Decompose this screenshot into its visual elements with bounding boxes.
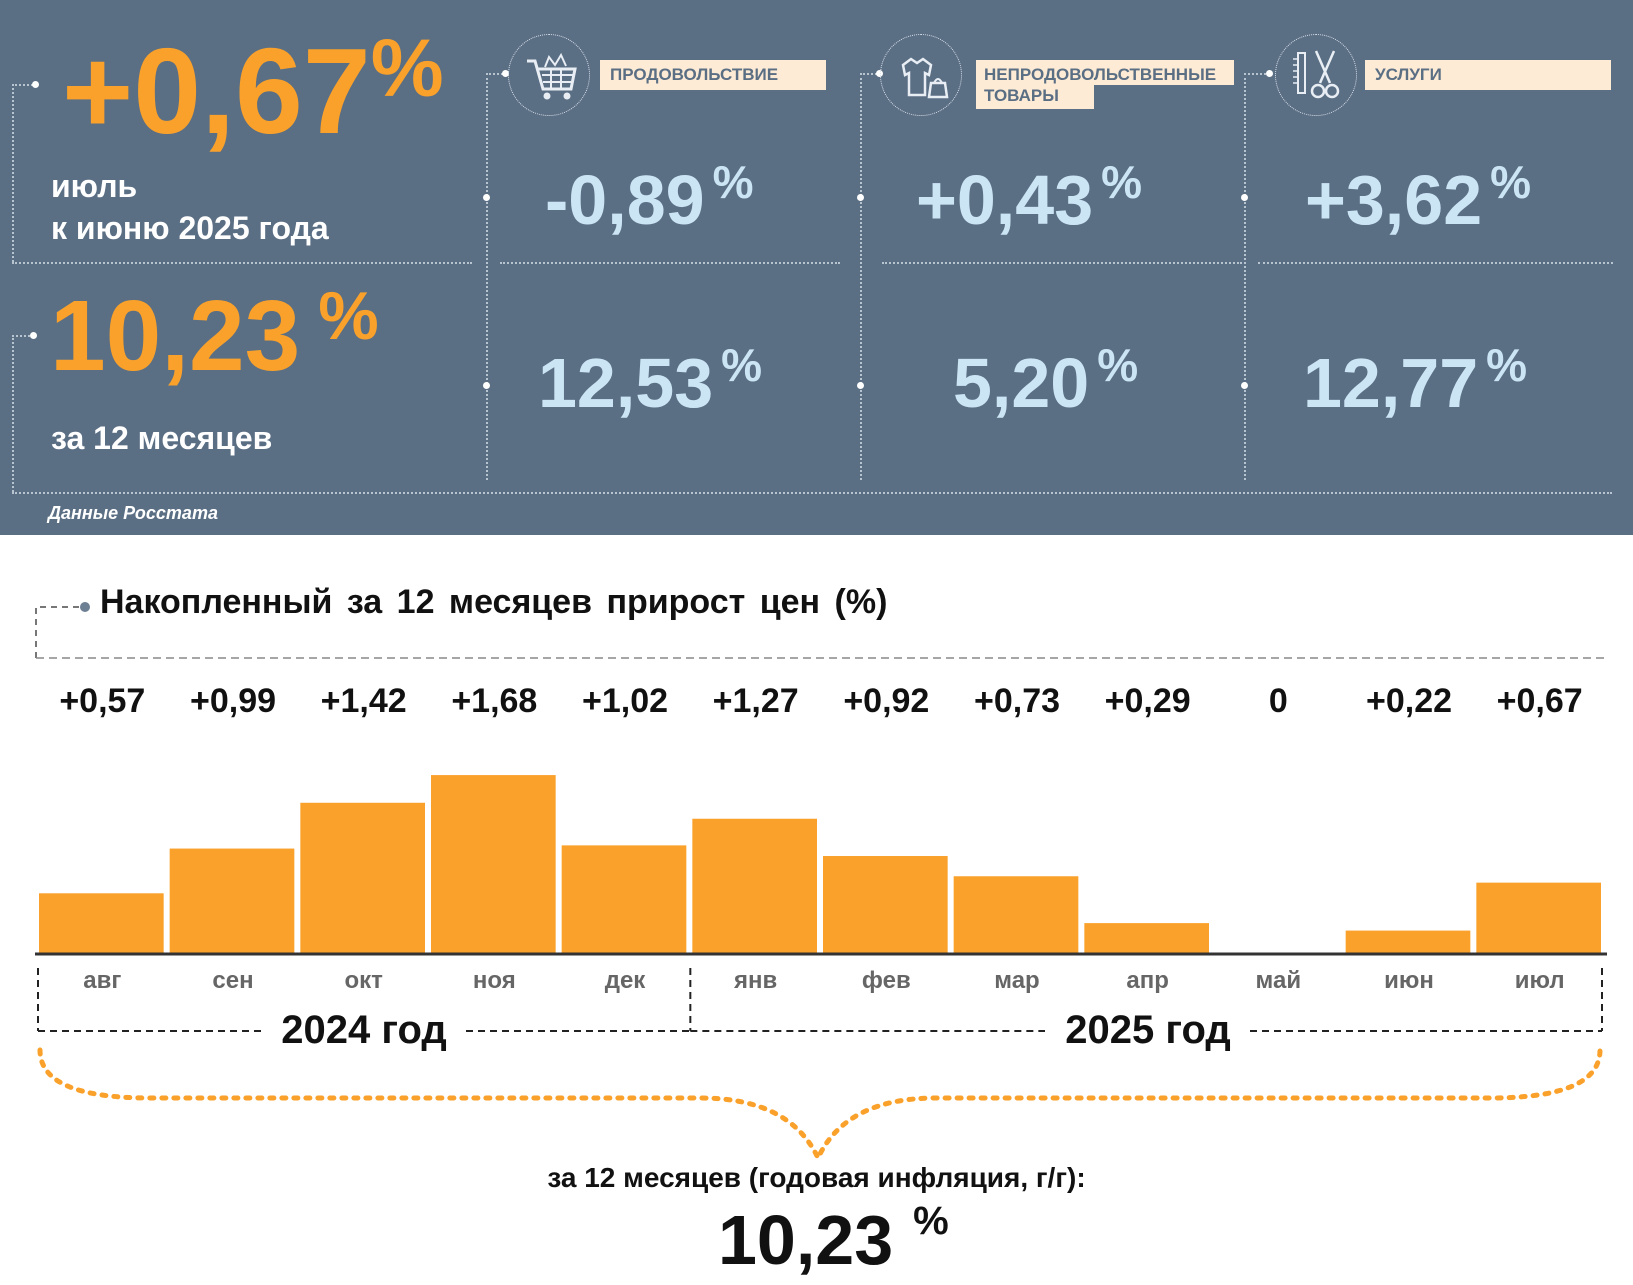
services-annual-value: 12,77% [1303, 339, 1528, 422]
annual-unit: % [318, 278, 379, 354]
data-label: +0,99 [190, 682, 276, 720]
x-tick-label: апр [1126, 967, 1169, 994]
data-label: +1,27 [713, 682, 799, 720]
food-monthly-value: -0,89% [545, 156, 754, 239]
data-label: +0,92 [843, 682, 929, 720]
bullet-dot [1266, 70, 1273, 77]
x-tick-label: ноя [473, 967, 516, 994]
bar-июн [1345, 930, 1471, 954]
divider [1258, 262, 1613, 264]
data-label: +0,73 [974, 682, 1060, 720]
services-monthly-unit: % [1490, 156, 1532, 208]
monthly-label-line2: к июню 2025 года [51, 210, 329, 246]
category-label-services: УСЛУГИ [1365, 60, 1611, 90]
bar-янв [692, 818, 817, 954]
monthly-value: +0,67% [62, 23, 444, 159]
annual-value: 10,23% [50, 278, 379, 392]
data-label: +0,57 [59, 682, 145, 720]
divider [882, 262, 1242, 264]
bar-апр [1084, 923, 1209, 954]
chart-title: Накопленный за 12 месяцев прирост цен (%… [100, 583, 888, 621]
divider [486, 73, 506, 75]
divider [12, 335, 34, 337]
bar-дек [561, 845, 687, 954]
annual-label: за 12 месяцев [51, 420, 273, 456]
annual-note: за 12 месяцев (годовая инфляция, г/г): [547, 1162, 1086, 1193]
category-label-nonfood: НЕПРОДОВОЛЬСТВЕННЫЕ ТОВАРЫ [976, 60, 1234, 112]
bar-ноя [431, 775, 556, 954]
year-label-2024: 2024 год [281, 1008, 447, 1052]
data-label: +0,29 [1105, 682, 1191, 720]
data-label: +1,68 [451, 682, 537, 720]
bar-сен [169, 848, 295, 954]
nonfood-label-line1: НЕПРОДОВОЛЬСТВЕННЫЕ [976, 60, 1234, 85]
source-note: Данные Росстата [48, 503, 218, 523]
x-tick-label: дек [605, 967, 647, 994]
bullet-dot [32, 81, 39, 88]
food-monthly-unit: % [712, 156, 754, 208]
bullet-dot [876, 70, 883, 77]
x-tick-label: авг [83, 967, 121, 994]
bullet-dot [857, 194, 864, 201]
bar-июл [1476, 882, 1601, 954]
bullet-dot [1241, 382, 1248, 389]
bar-окт [300, 802, 425, 954]
x-tick-label: июн [1384, 967, 1434, 994]
divider [12, 262, 472, 264]
bullet-dot [30, 332, 37, 339]
divider [12, 335, 14, 492]
bullet-dot [502, 70, 509, 77]
summary-panel: +0,67% июль к июню 2025 года 10,23% за 1… [0, 0, 1633, 535]
food-annual-value: 12,53% [538, 339, 763, 422]
divider [1244, 73, 1246, 480]
x-tick-label: июл [1515, 967, 1565, 994]
divider [860, 73, 880, 75]
divider [12, 84, 14, 262]
annual-total-unit: % [913, 1199, 949, 1243]
bar-фев [823, 856, 948, 954]
x-tick-label: май [1256, 967, 1302, 994]
annual-total-value: 10,23% [718, 1199, 949, 1279]
bullet-dot [1241, 194, 1248, 201]
comb-scissors-icon [1275, 34, 1357, 116]
bullet-dot [857, 382, 864, 389]
bar-авг [39, 893, 164, 954]
data-label: +1,42 [321, 682, 407, 720]
x-tick-label: мар [994, 967, 1039, 994]
monthly-unit: % [370, 23, 444, 114]
data-label: +0,67 [1497, 682, 1583, 720]
data-label: 0 [1269, 682, 1288, 720]
bar-мар [953, 876, 1079, 954]
x-tick-label: фев [862, 967, 911, 994]
services-annual-unit: % [1486, 339, 1528, 391]
divider [500, 262, 840, 264]
x-tick-label: окт [344, 967, 383, 994]
x-tick-label: сен [212, 967, 253, 994]
bullet-dot [483, 382, 490, 389]
curly-brace [37, 1047, 1603, 1164]
services-monthly-value: +3,62% [1305, 156, 1532, 239]
data-label: +1,02 [582, 682, 668, 720]
shopping-cart-icon [508, 34, 590, 116]
nonfood-label-line2: ТОВАРЫ [976, 85, 1094, 109]
food-annual-unit: % [721, 339, 763, 391]
clothing-bag-icon [880, 34, 962, 116]
divider [860, 73, 862, 480]
category-label-food: ПРОДОВОЛЬСТВИЕ [600, 60, 826, 90]
data-label: +0,22 [1366, 682, 1452, 720]
x-tick-label: янв [733, 967, 777, 994]
divider [12, 492, 1612, 494]
year-label-2025: 2025 год [1065, 1008, 1231, 1052]
divider [486, 73, 488, 480]
nonfood-monthly-unit: % [1101, 156, 1143, 208]
nonfood-monthly-value: +0,43% [916, 156, 1143, 239]
nonfood-annual-unit: % [1097, 339, 1139, 391]
monthly-label-line1: июль [51, 168, 138, 204]
bullet-dot [483, 194, 490, 201]
divider [1244, 73, 1270, 75]
divider [12, 84, 36, 86]
nonfood-annual-value: 5,20% [953, 339, 1139, 422]
